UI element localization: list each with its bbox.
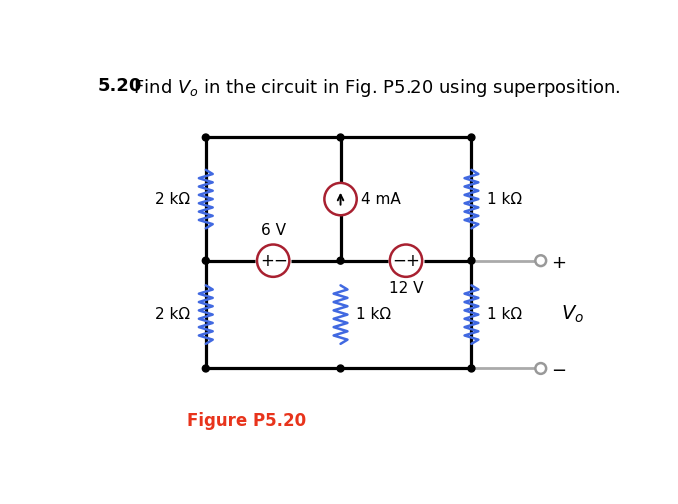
Text: 5.20: 5.20: [97, 78, 142, 95]
Text: 12 V: 12 V: [388, 281, 423, 296]
Circle shape: [468, 257, 475, 264]
Text: −: −: [273, 251, 287, 270]
Text: −: −: [392, 251, 406, 270]
Text: 2 kΩ: 2 kΩ: [155, 192, 191, 207]
Text: 1 kΩ: 1 kΩ: [487, 307, 522, 322]
Circle shape: [337, 365, 344, 372]
Text: Figure P5.20: Figure P5.20: [186, 412, 306, 430]
Text: +: +: [551, 254, 565, 272]
Text: +: +: [405, 251, 419, 270]
Circle shape: [468, 365, 475, 372]
Circle shape: [337, 134, 344, 141]
Circle shape: [536, 256, 546, 266]
Circle shape: [202, 365, 210, 372]
Circle shape: [468, 134, 475, 141]
Text: 6 V: 6 V: [260, 223, 285, 238]
Text: +: +: [260, 251, 274, 270]
Text: 2 kΩ: 2 kΩ: [155, 307, 191, 322]
Circle shape: [202, 134, 210, 141]
Text: 1 kΩ: 1 kΩ: [487, 192, 522, 207]
Circle shape: [337, 257, 344, 264]
Text: 4 mA: 4 mA: [361, 192, 400, 207]
Circle shape: [202, 257, 210, 264]
Text: −: −: [551, 362, 566, 380]
Circle shape: [536, 363, 546, 374]
Text: 1 kΩ: 1 kΩ: [356, 307, 391, 322]
Text: Find $V_o$ in the circuit in Fig. P5.20 using superposition.: Find $V_o$ in the circuit in Fig. P5.20 …: [122, 78, 620, 99]
Text: $V_o$: $V_o$: [561, 304, 584, 325]
